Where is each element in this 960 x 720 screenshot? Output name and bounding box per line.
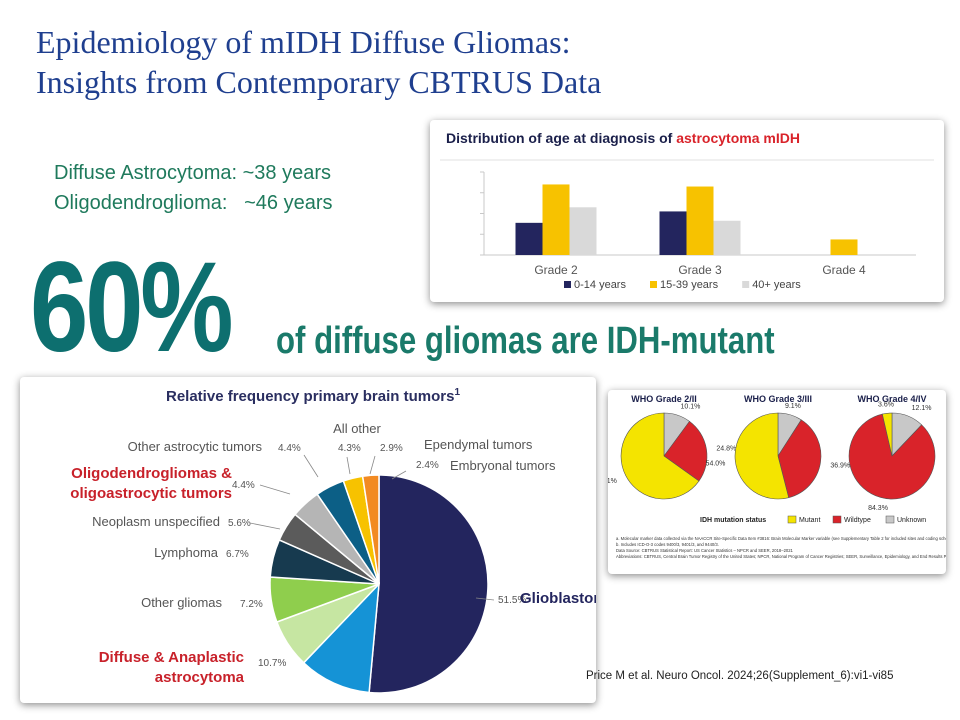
who-pie-title: WHO Grade 3/III: [744, 394, 812, 404]
citation: Price M et al. Neuro Oncol. 2024;26(Supp…: [586, 670, 894, 682]
who-slice-mutant: [881, 412, 893, 457]
bar-grade-3-40+ years: [713, 220, 741, 255]
x-tick-label: Grade 4: [822, 263, 866, 277]
legend-label: 40+ years: [752, 279, 801, 291]
age-astrocytoma: Diffuse Astrocytoma: ~38 years: [54, 162, 331, 184]
who-slice-label: 65.1%: [608, 478, 617, 485]
bar-grade-4-15-39 years: [830, 239, 858, 255]
pie-leader-line: [475, 597, 495, 601]
who-legend-title: IDH mutation status: [700, 517, 766, 524]
median-age-summary: Diffuse Astrocytoma: ~38 years Oligodend…: [54, 158, 333, 218]
pie-category-label: Glioblastoma: [520, 590, 596, 607]
who-slice-mutant: [734, 412, 790, 500]
who-slice-label: 54.0%: [706, 461, 726, 468]
pie-value-label: 2.9%: [380, 443, 403, 454]
x-tick-label: Grade 2: [534, 263, 578, 277]
pie-chart-title: Relative frequency primary brain tumors1: [166, 387, 460, 405]
who-slice-label: 36.9%: [830, 462, 850, 469]
legend-label: 15-39 years: [660, 279, 719, 291]
legend-swatch: [742, 281, 750, 288]
pie-value-label: 2.4%: [416, 460, 439, 471]
big-percent: 60%: [30, 236, 234, 379]
slide-title: Epidemiology of mIDH Diffuse Gliomas: In…: [36, 22, 601, 102]
who-slice-wildtype: [663, 420, 708, 482]
pie-category-label: Lymphoma: [154, 545, 219, 560]
pie-leader-line: [346, 456, 351, 475]
bar-grade-3-15-39 years: [686, 186, 714, 255]
pie-value-label: 7.2%: [240, 599, 263, 610]
who-slice-wildtype: [777, 419, 822, 499]
pie-category-label: Other gliomas: [141, 595, 222, 610]
x-tick-label: Grade 3: [678, 263, 722, 277]
legend-swatch: [650, 281, 657, 288]
tumor-frequency-chart: Relative frequency primary brain tumors1…: [70, 387, 616, 694]
pie-leader-line: [303, 454, 319, 478]
pie-value-label: 4.4%: [232, 480, 255, 491]
who-slice-wildtype: [848, 413, 936, 500]
big-statement: of diffuse gliomas are IDH-mutant: [276, 320, 775, 362]
pie-leader-line: [249, 522, 281, 530]
who-pie-title: WHO Grade 2/II: [631, 394, 697, 404]
pie-leader-line: [369, 455, 376, 475]
pie-value-label: 4.4%: [278, 443, 301, 454]
who-slice-label: 3.6%: [878, 401, 894, 408]
bar-chart-title: Distribution of age at diagnosis of astr…: [446, 130, 800, 146]
pie-category-label: Diffuse & Anaplastic astrocytoma: [99, 649, 245, 686]
pie-leader-line: [259, 484, 291, 495]
bar-grade-2-0-14 years: [515, 222, 543, 255]
title-line-1: Epidemiology of mIDH Diffuse Gliomas:: [36, 24, 571, 60]
who-footnote: a. Molecular marker data collected via t…: [616, 536, 946, 541]
who-footnote: b. Includes ICD-O-3 codes 9400/3, 9401/3…: [616, 542, 719, 547]
who-slice-label: 9.1%: [785, 403, 801, 410]
pie-value-label: 10.7%: [258, 658, 286, 669]
age-distribution-chart: Distribution of age at diagnosis of astr…: [440, 130, 934, 291]
who-slice-label: 84.3%: [868, 505, 888, 512]
pie-category-label: Neoplasm unspecified: [92, 514, 220, 529]
pie-category-label: Other astrocytic tumors: [128, 439, 263, 454]
pie-category-label: All other: [333, 421, 381, 436]
who-slice-mutant: [620, 412, 700, 500]
who-footnote: Data Source: CBTRUS Statistical Report: …: [616, 548, 794, 553]
who-legend-swatch: [787, 515, 797, 524]
title-line-2: Insights from Contemporary CBTRUS Data: [36, 64, 602, 100]
age-distribution-panel: Distribution of age at diagnosis of astr…: [430, 120, 944, 302]
who-legend-label: Unknown: [897, 517, 926, 524]
pie-category-label: Ependymal tumors: [424, 437, 533, 452]
pie-leader-line: [391, 470, 407, 480]
who-slice-label: 12.1%: [912, 405, 932, 412]
pie-value-label: 6.7%: [226, 549, 249, 560]
legend-swatch: [564, 281, 571, 288]
who-slice-label: 24.8%: [716, 446, 736, 453]
pie-value-label: 51.5%: [498, 595, 526, 606]
who-legend-swatch: [885, 515, 895, 524]
pie-slice-diffuse-anaplastic-astrocytoma: [302, 581, 380, 694]
who-legend-swatch: [832, 515, 842, 524]
pie-slice-glioblastoma: [368, 474, 489, 694]
age-oligodendroglioma: Oligodendroglioma: ~46 years: [54, 192, 333, 214]
who-pie-title: WHO Grade 4/IV: [857, 394, 926, 404]
who-slice-label: 10.1%: [681, 404, 701, 411]
who-footnote: Abbreviations: CBTRUS, Central Brain Tum…: [616, 554, 946, 559]
tumor-frequency-panel: Relative frequency primary brain tumors1…: [20, 377, 616, 703]
who-legend-label: Wildtype: [844, 517, 871, 524]
bar-grade-2-40+ years: [569, 207, 597, 255]
pie-value-label: 4.3%: [338, 443, 361, 454]
pie-category-label: Embryonal tumors: [450, 458, 556, 473]
pie-slice-embryonal-tumors: [361, 474, 380, 585]
legend-label: 0-14 years: [574, 279, 626, 291]
who-legend-label: Mutant: [799, 517, 820, 524]
bar-grade-2-15-39 years: [542, 184, 570, 255]
pie-value-label: 5.6%: [228, 518, 251, 529]
pie-category-label: Oligodendrogliomas & oligoastrocytic tumo…: [70, 465, 232, 502]
bar-grade-3-0-14 years: [659, 211, 687, 255]
